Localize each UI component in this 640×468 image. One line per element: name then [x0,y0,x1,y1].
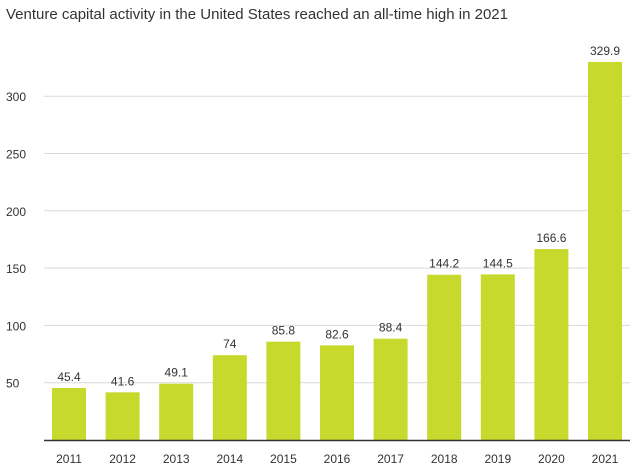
x-tick-labels: 2011 2012 2013 2014 2015 2016 2017 2018 2019 2020… [56,452,619,466]
y-tick-label: 50 [6,377,20,391]
bar-2016 [320,345,354,440]
bar-2011 [52,387,86,440]
x-tick-label-2013: 2013 [163,452,190,466]
x-tick-label-2021: 2021 [592,452,619,466]
bar-2012 [105,392,140,440]
data-label-2017: 88.4 [379,321,403,335]
x-tick-label-2014: 2014 [216,452,243,466]
data-label-2019: 144.5 [483,256,513,270]
y-tick-label: 250 [6,148,26,162]
bar-2013 [159,383,194,440]
bar-2018 [427,274,462,440]
x-tick-label-2017: 2017 [377,452,404,466]
data-label-2016: 82.6 [325,327,349,341]
data-label-2011: 45.4 [57,370,81,384]
bar-2021 [588,61,622,440]
data-label-2014: 74 [223,337,237,351]
data-label-2021: 329.9 [590,44,620,58]
chart-title: Venture capital activity in the United S… [6,6,508,23]
data-labels: 45.4 41.6 49.1 74 85.8 82.6 88.4 144.2 144.5 166.… [57,44,620,388]
data-label-2020: 166.6 [536,231,566,245]
x-tick-label-2018: 2018 [431,452,458,466]
bar-2017 [373,338,408,440]
data-label-2012: 41.6 [111,374,135,388]
data-label-2018: 144.2 [429,257,459,271]
y-tick-label: 100 [6,319,26,333]
bar-2020 [534,249,569,440]
y-tick-labels: 50 100 150 200 250 300 [6,90,26,391]
x-tick-label-2020: 2020 [538,452,565,466]
x-tick-label-2019: 2019 [484,452,511,466]
x-tick-label-2016: 2016 [324,452,351,466]
bar-2015 [266,341,301,440]
x-tick-label-2015: 2015 [270,452,297,466]
bar-2014 [212,355,247,440]
bar-2019 [480,274,515,440]
x-tick-label-2011: 2011 [56,452,82,466]
bars [52,61,622,440]
y-tick-label: 150 [6,262,26,276]
data-label-2015: 85.8 [272,324,296,338]
y-tick-label: 300 [6,90,26,104]
y-tick-label: 200 [6,205,26,219]
data-label-2013: 49.1 [165,366,189,380]
x-tick-label-2012: 2012 [109,452,136,466]
